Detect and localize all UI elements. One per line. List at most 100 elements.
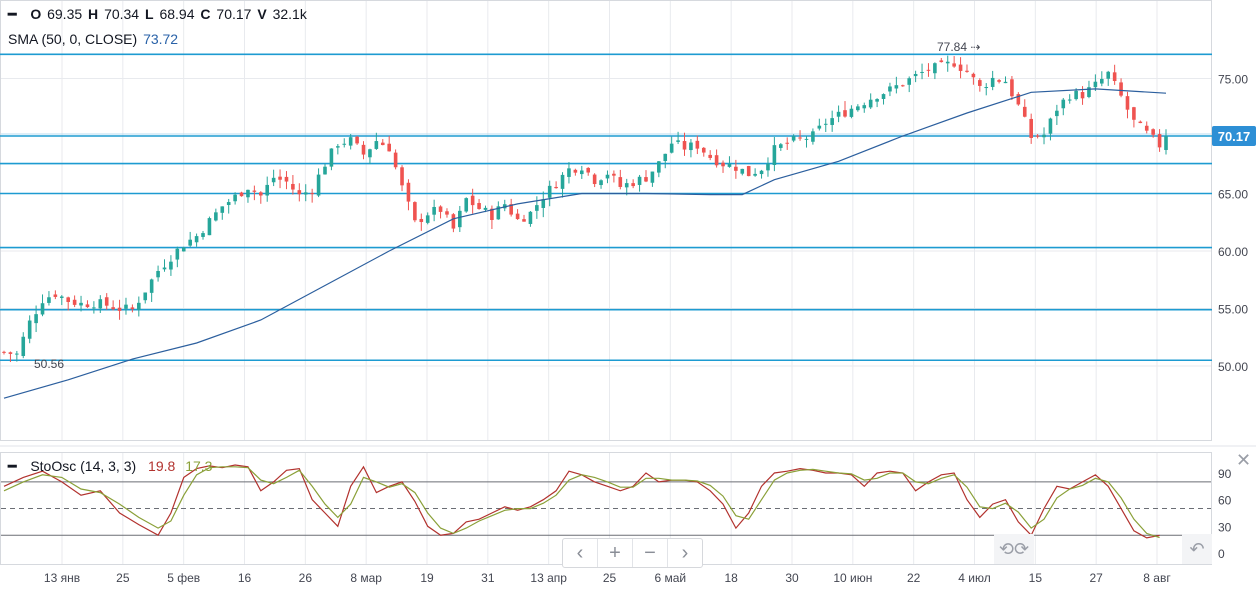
sma-line: [3, 88, 1167, 399]
candle-body: [1106, 71, 1111, 79]
candle: [804, 136, 809, 148]
candle-body: [644, 177, 648, 182]
candle: [59, 295, 64, 306]
candle-body: [695, 140, 700, 149]
candle: [1138, 120, 1143, 124]
candle-body: [297, 190, 302, 195]
candle: [124, 297, 128, 315]
candle: [310, 188, 314, 203]
candle-body: [496, 206, 501, 220]
candle-body: [149, 279, 154, 293]
candle: [291, 175, 295, 195]
candle-body: [669, 143, 674, 153]
candle-body: [451, 214, 456, 229]
candle-body: [1100, 78, 1104, 84]
sma-legend[interactable]: SMA (50, 0, CLOSE) 73.72: [8, 31, 180, 47]
close-value: 70.17: [216, 6, 252, 22]
candle: [393, 149, 398, 170]
candle-body: [997, 80, 1001, 82]
reset-scale-icon[interactable]: ⟲⟳: [994, 534, 1034, 564]
close-icon[interactable]: ✕: [1236, 450, 1252, 470]
candle-body: [965, 70, 969, 72]
candle-body: [528, 211, 533, 224]
candle-body: [162, 267, 167, 270]
minimize-icon[interactable]: ━: [8, 458, 17, 474]
candle-body: [759, 170, 764, 175]
candle: [766, 157, 770, 177]
candle: [1061, 97, 1066, 116]
candle: [785, 137, 790, 150]
candle-body: [740, 168, 745, 174]
candle-body: [650, 171, 655, 183]
candle-body: [515, 213, 520, 220]
candle-body: [637, 176, 642, 185]
candle: [387, 135, 391, 152]
x-tick-label: 22: [907, 571, 921, 585]
candle: [284, 171, 289, 190]
candle: [21, 332, 26, 359]
x-tick-label: 27: [1089, 571, 1103, 585]
candle-body: [2, 351, 6, 353]
candle-body: [303, 192, 308, 195]
candle: [1010, 76, 1014, 100]
candle: [47, 291, 51, 306]
x-tick-label: 10 июн: [833, 571, 872, 585]
candle: [252, 185, 257, 201]
candle: [400, 165, 404, 192]
candle-body: [1061, 99, 1066, 109]
candle: [1151, 128, 1155, 138]
y-tick-label: 55.00: [1218, 303, 1248, 317]
candle: [868, 93, 873, 110]
candle: [130, 304, 135, 313]
zoom-in-button[interactable]: +: [598, 539, 633, 567]
low-annotation: 50.56: [34, 357, 64, 371]
candle-body: [560, 174, 565, 189]
candle-body: [599, 180, 603, 186]
candle: [156, 265, 160, 282]
zoom-out-button[interactable]: −: [633, 539, 668, 567]
candle: [169, 255, 173, 276]
candle: [355, 136, 359, 145]
stoch-d-line: [3, 466, 1160, 539]
candle: [336, 144, 340, 155]
undo-icon[interactable]: ↶: [1182, 534, 1212, 564]
candle: [348, 134, 353, 150]
low-label: L: [145, 6, 154, 22]
candle: [650, 171, 655, 187]
minimize-icon[interactable]: ━: [8, 6, 17, 22]
candle-body: [579, 170, 584, 175]
open-value: 69.35: [47, 6, 83, 22]
candle-body: [413, 202, 417, 221]
candle-body: [380, 142, 385, 146]
candle: [913, 70, 918, 83]
candle-body: [535, 205, 539, 211]
candle-body: [490, 208, 494, 220]
candle: [464, 197, 469, 213]
candle-body: [175, 248, 180, 260]
candle: [592, 173, 597, 188]
candle-body: [117, 307, 122, 311]
candle-body: [1048, 118, 1053, 134]
stoch-legend[interactable]: ━ StoOsc (14, 3, 3) 19.8 17.3: [8, 458, 214, 475]
candle-body: [1144, 125, 1149, 131]
high-annotation: 77.84 ⇢: [937, 40, 980, 54]
candle-body: [798, 137, 802, 139]
x-tick-label: 31: [481, 571, 495, 585]
candle: [458, 205, 462, 233]
candle-body: [727, 163, 732, 167]
scroll-right-button[interactable]: ›: [681, 541, 689, 564]
candle: [419, 213, 424, 231]
candle: [939, 57, 944, 63]
stoch-d-value: 17.3: [185, 458, 213, 474]
candle: [554, 181, 558, 189]
candle-body: [445, 211, 449, 215]
candle: [316, 168, 321, 198]
candle-body: [156, 271, 160, 278]
candle: [1106, 70, 1111, 86]
scroll-left-button[interactable]: ‹: [563, 539, 598, 567]
candle-body: [348, 137, 353, 146]
candle-body: [40, 303, 45, 315]
candle: [888, 82, 892, 97]
candle: [271, 169, 276, 187]
